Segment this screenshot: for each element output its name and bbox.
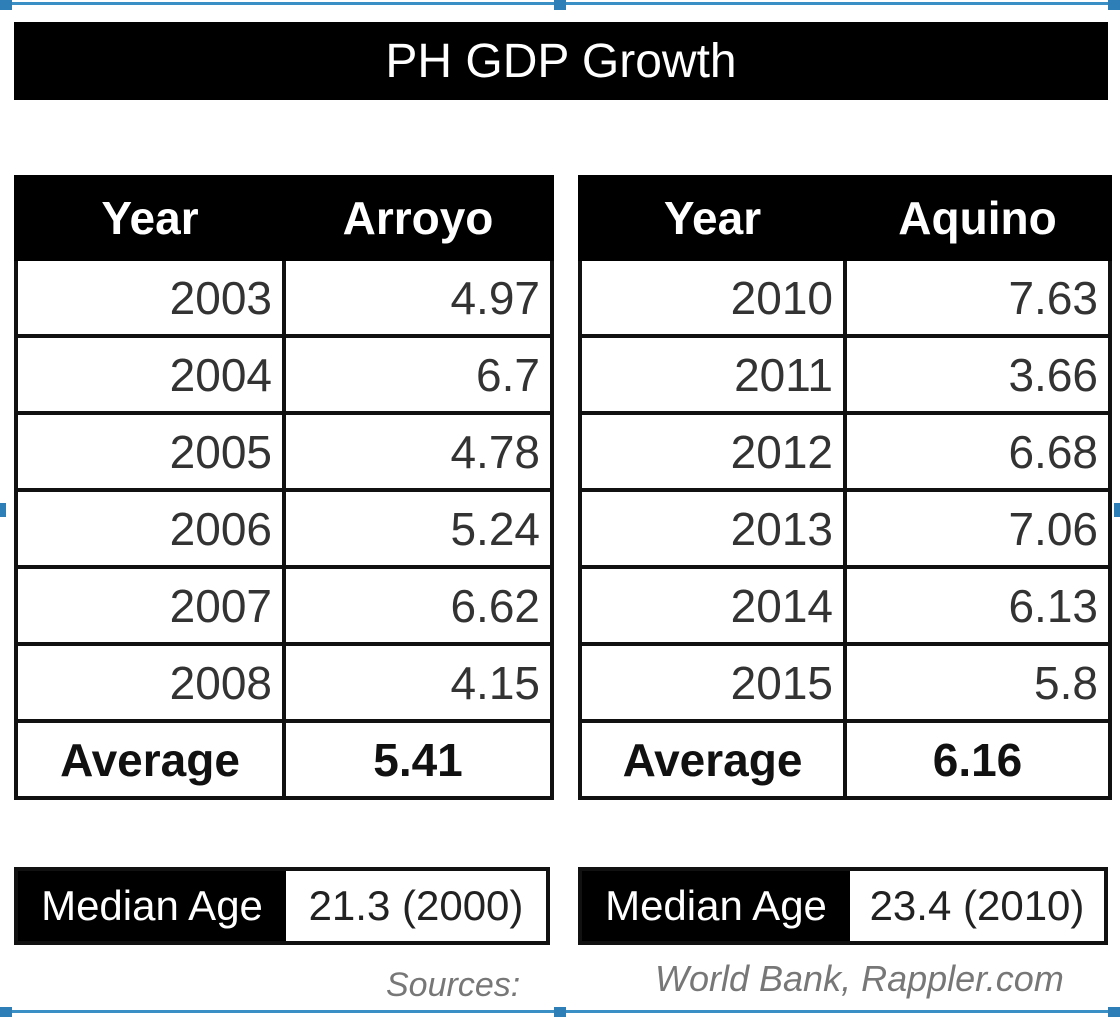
aquino-median-age: Median Age 23.4 (2010) <box>578 867 1108 945</box>
year-cell: 2013 <box>578 488 847 569</box>
growth-cell: 6.68 <box>843 411 1112 492</box>
column-header-year: Year <box>14 175 286 261</box>
resize-handle-top-right[interactable] <box>1108 0 1120 10</box>
growth-cell: 4.15 <box>282 642 554 723</box>
median-age-label: Median Age <box>18 871 286 941</box>
year-cell: 2014 <box>578 565 847 646</box>
average-value: 6.16 <box>843 719 1112 800</box>
median-age-value: 21.3 (2000) <box>308 882 524 929</box>
resize-handle-bottom-left[interactable] <box>0 1007 12 1017</box>
table-row: 2011 3.66 <box>578 334 1112 415</box>
year-cell: 2015 <box>578 642 847 723</box>
table-row: 2004 6.7 <box>14 334 554 415</box>
resize-handle-left[interactable] <box>0 503 6 517</box>
column-header-president: Arroyo <box>282 175 554 261</box>
resize-handle-bottom[interactable] <box>554 1007 566 1017</box>
arroyo-gdp-table: Year Arroyo 2003 4.97 2004 6.7 2005 4.78… <box>14 175 554 800</box>
table-row: 2014 6.13 <box>578 565 1112 646</box>
year-cell: 2004 <box>14 334 286 415</box>
year-cell: 2003 <box>14 257 286 338</box>
table-row: 2005 4.78 <box>14 411 554 492</box>
table-row: 2010 7.63 <box>578 257 1112 338</box>
table-row: 2006 5.24 <box>14 488 554 569</box>
median-age-label: Median Age <box>582 871 850 941</box>
growth-cell: 5.8 <box>843 642 1112 723</box>
table-row: 2015 5.8 <box>578 642 1112 723</box>
growth-cell: 6.62 <box>282 565 554 646</box>
resize-handle-right[interactable] <box>1114 503 1120 517</box>
resize-handle-top[interactable] <box>554 0 566 10</box>
column-header-president: Aquino <box>843 175 1112 261</box>
year-cell: 2010 <box>578 257 847 338</box>
table-header-row: Year Arroyo <box>14 175 554 261</box>
average-row: Average 5.41 <box>14 719 554 800</box>
column-header-year: Year <box>578 175 847 261</box>
year-cell: 2005 <box>14 411 286 492</box>
year-cell: 2006 <box>14 488 286 569</box>
growth-cell: 6.13 <box>843 565 1112 646</box>
average-label: Average <box>578 719 847 800</box>
table-row: 2003 4.97 <box>14 257 554 338</box>
growth-cell: 4.78 <box>282 411 554 492</box>
growth-cell: 7.63 <box>843 257 1112 338</box>
sources-label: Sources: <box>386 966 521 1004</box>
average-value: 5.41 <box>282 719 554 800</box>
average-label: Average <box>14 719 286 800</box>
aquino-gdp-table: Year Aquino 2010 7.63 2011 3.66 2012 6.6… <box>578 175 1112 800</box>
year-cell: 2008 <box>14 642 286 723</box>
table-header-row: Year Aquino <box>578 175 1112 261</box>
year-cell: 2007 <box>14 565 286 646</box>
resize-handle-top-left[interactable] <box>0 0 12 10</box>
sources-list: World Bank, Rappler.com <box>655 958 1064 999</box>
resize-handle-bottom-right[interactable] <box>1108 1007 1120 1017</box>
year-cell: 2012 <box>578 411 847 492</box>
median-age-value: 23.4 (2010) <box>869 882 1085 929</box>
table-row: 2008 4.15 <box>14 642 554 723</box>
growth-cell: 5.24 <box>282 488 554 569</box>
arroyo-median-age: Median Age 21.3 (2000) <box>14 867 550 945</box>
table-row: 2007 6.62 <box>14 565 554 646</box>
growth-cell: 7.06 <box>843 488 1112 569</box>
growth-cell: 6.7 <box>282 334 554 415</box>
table-row: 2012 6.68 <box>578 411 1112 492</box>
growth-cell: 4.97 <box>282 257 554 338</box>
growth-cell: 3.66 <box>843 334 1112 415</box>
year-cell: 2011 <box>578 334 847 415</box>
average-row: Average 6.16 <box>578 719 1112 800</box>
page-title: PH GDP Growth <box>14 22 1108 100</box>
table-row: 2013 7.06 <box>578 488 1112 569</box>
